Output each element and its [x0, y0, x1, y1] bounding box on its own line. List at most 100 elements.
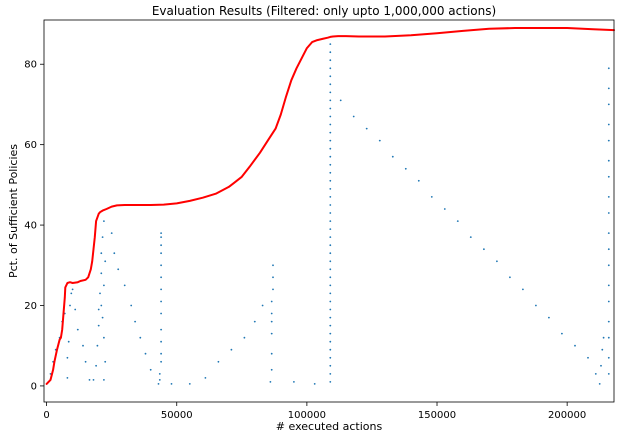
scatter-point: [329, 115, 332, 118]
scatter-point: [99, 292, 101, 295]
scatter-point: [329, 212, 332, 214]
scatter-point: [329, 220, 332, 223]
scatter-point: [329, 356, 332, 359]
scatter-point: [456, 220, 459, 223]
scatter-point: [607, 87, 610, 90]
scatter-point: [104, 260, 107, 263]
scatter-point: [160, 244, 163, 247]
y-tick-label: 20: [24, 301, 37, 312]
scatter-point: [483, 248, 485, 251]
scatter-point: [607, 139, 610, 142]
scatter-point: [70, 292, 73, 295]
scatter-point: [607, 212, 610, 214]
scatter-point: [329, 204, 332, 206]
scatter-point: [272, 264, 274, 267]
scatter-point: [66, 356, 69, 359]
scatter-point: [329, 300, 332, 303]
scatter-point: [329, 155, 332, 158]
scatter-point: [160, 340, 163, 343]
y-tick-label: 60: [24, 140, 37, 151]
x-tick-label: 0: [43, 410, 49, 421]
scatter-point: [443, 208, 446, 210]
axes-frame: [43, 19, 615, 403]
scatter-point: [329, 196, 332, 198]
scatter-point: [123, 284, 126, 287]
scatter-point: [97, 324, 100, 327]
scatter-point: [329, 348, 332, 351]
scatter-point: [339, 99, 342, 102]
scatter-point: [243, 336, 246, 339]
x-tick-label: 50000: [161, 410, 193, 421]
scatter-point: [67, 340, 70, 343]
scatter-point: [574, 344, 576, 347]
scatter-point: [607, 123, 610, 126]
scatter-point: [329, 332, 332, 335]
x-axis-label: # executed actions: [276, 420, 383, 433]
scatter-point: [602, 336, 605, 339]
scatter-point: [329, 163, 332, 166]
scatter-point: [607, 356, 610, 359]
scatter-point: [103, 336, 105, 339]
scatter-point: [607, 300, 610, 303]
scatter-point: [103, 284, 105, 287]
scatter-point: [270, 368, 273, 371]
scatter-point: [522, 288, 524, 291]
scatter-point: [261, 304, 264, 307]
scatter-point: [101, 236, 104, 239]
scatter-point: [594, 373, 597, 375]
scatter-point: [160, 232, 163, 235]
scatter-point: [103, 220, 105, 223]
scatter-point: [329, 324, 332, 327]
scatter-point: [270, 352, 273, 355]
x-tick-label: 100000: [288, 410, 326, 421]
scatter-point: [100, 304, 103, 307]
scatter-point: [204, 377, 207, 379]
scatter-point: [417, 179, 420, 182]
scatter-point: [329, 67, 332, 70]
scatter-point: [404, 167, 407, 170]
scatter-point: [329, 139, 332, 142]
scatter-point: [97, 308, 100, 311]
y-axis: 0 20 40 60 80: [24, 60, 44, 392]
scatter-point: [607, 175, 610, 178]
scatter-point: [329, 260, 332, 263]
scatter-point: [607, 103, 610, 106]
scatter-series: [49, 43, 610, 385]
scatter-point: [329, 107, 332, 110]
scatter-point: [607, 284, 610, 287]
y-tick-label: 80: [24, 60, 37, 71]
scatter-point: [88, 379, 91, 381]
scatter-point: [134, 320, 137, 323]
scatter-point: [329, 91, 332, 94]
scatter-point: [329, 59, 332, 62]
scatter-point: [329, 147, 332, 150]
scatter-point: [269, 381, 272, 383]
line-series: [45, 27, 615, 385]
scatter-point: [329, 268, 332, 271]
scatter-point: [329, 131, 332, 134]
scatter-point: [82, 344, 84, 347]
scatter-point: [113, 252, 116, 255]
scatter-point: [329, 381, 332, 383]
scatter-point: [139, 336, 142, 339]
scatter-point: [95, 364, 97, 367]
scatter-point: [160, 360, 163, 363]
scatter-point: [548, 316, 550, 319]
scatter-point: [117, 268, 120, 271]
scatter-point: [160, 252, 163, 255]
scatter-point: [329, 188, 332, 190]
scatter-point: [329, 252, 332, 255]
y-tick-label: 40: [24, 221, 37, 232]
scatter-point: [160, 328, 163, 331]
scatter-point: [329, 316, 332, 319]
scatter-point: [469, 236, 472, 239]
scatter-point: [144, 352, 147, 355]
scatter-point: [391, 155, 394, 158]
plot-area: 0 50000 100000 150000 200000 0 20 40 60 80: [24, 19, 615, 421]
scatter-point: [378, 139, 381, 142]
scatter-point: [149, 368, 152, 371]
scatter-point: [430, 196, 433, 198]
scatter-point: [607, 67, 610, 70]
scatter-point: [607, 336, 610, 339]
